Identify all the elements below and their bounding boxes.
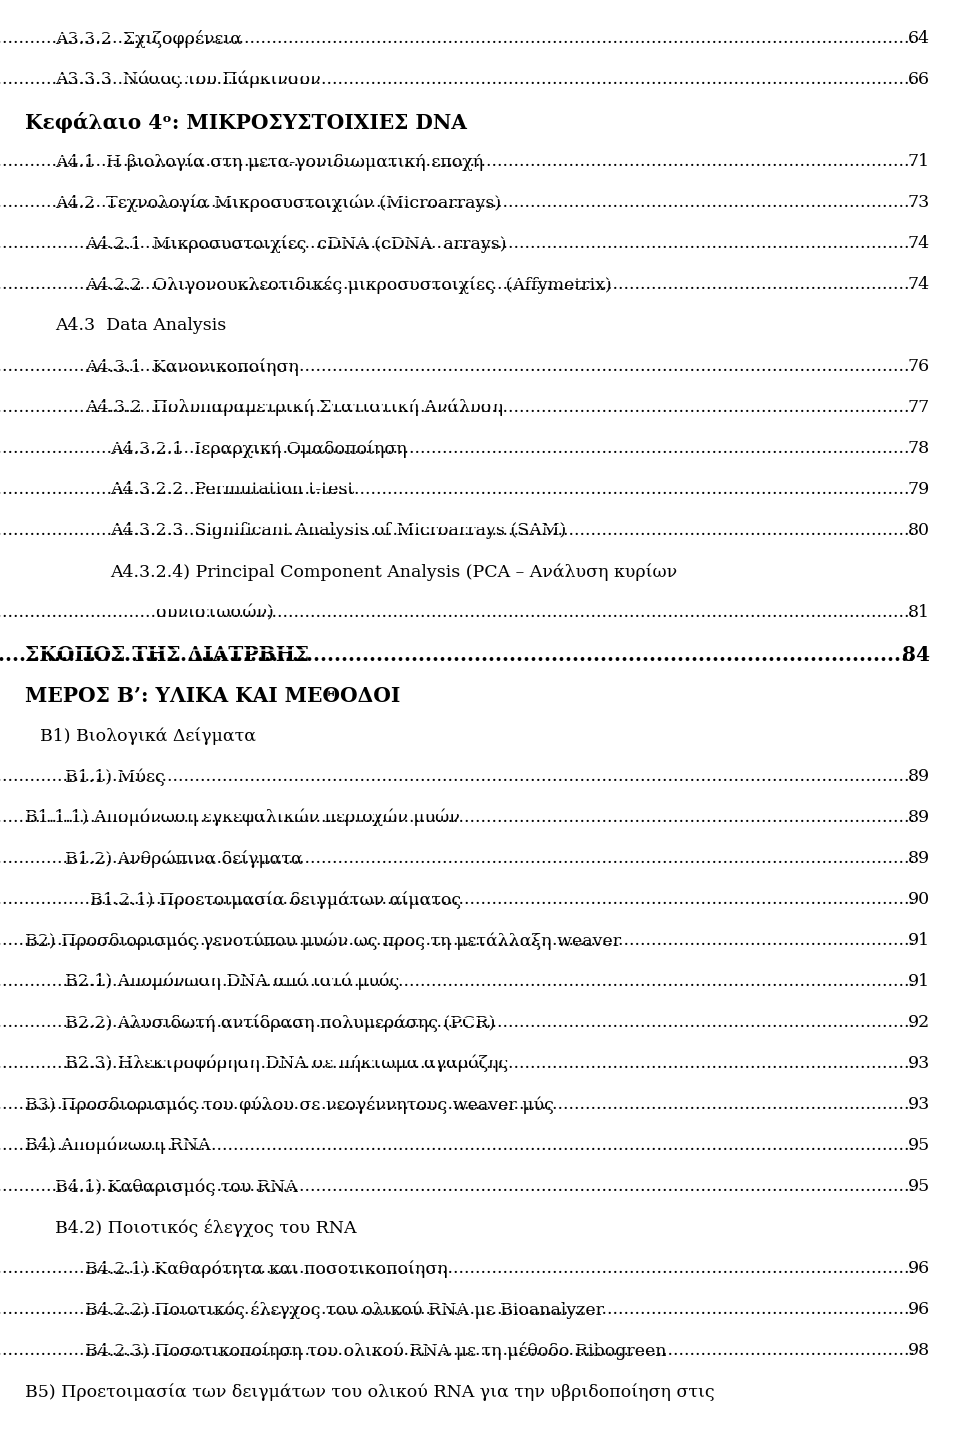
Text: ................................................................................: ........................................… <box>0 1342 915 1359</box>
Text: 92: 92 <box>908 1014 930 1031</box>
Text: A4.3.2.1  Ιεραρχική Ομαδοποίηση: A4.3.2.1 Ιεραρχική Ομαδοποίηση <box>110 440 407 458</box>
Text: B4) Απομόνωση RNA: B4) Απομόνωση RNA <box>25 1137 210 1154</box>
Text: ................................................................................: ........................................… <box>0 359 915 375</box>
Text: ................................................................................: ........................................… <box>0 1014 915 1031</box>
Text: 91: 91 <box>908 933 930 949</box>
Text: ................................................................................: ........................................… <box>0 482 915 497</box>
Text: ΣΚΟΠΟΣ ΤΗΣ ΔΙΑΤΡΒΗΣ: ΣΚΟΠΟΣ ΤΗΣ ΔΙΑΤΡΒΗΣ <box>25 645 309 665</box>
Text: B2.2) Αλυσιδωτή αντίδραση πολυμεράσης (PCR): B2.2) Αλυσιδωτή αντίδραση πολυμεράσης (P… <box>65 1014 495 1031</box>
Text: A4.3.1  Κανονικοποίηση: A4.3.1 Κανονικοποίηση <box>85 359 299 376</box>
Text: 96: 96 <box>908 1259 930 1277</box>
Text: ................................................................................: ........................................… <box>0 768 915 785</box>
Text: ................................................................................: ........................................… <box>0 1096 915 1113</box>
Text: A4.2.2  Ολιγονουκλεοτιδικές μικροσυστοιχίες  (Affymetrix): A4.2.2 Ολιγονουκλεοτιδικές μικροσυστοιχί… <box>85 276 612 294</box>
Text: A4.3  Data Analysis: A4.3 Data Analysis <box>55 317 227 334</box>
Text: ................................................................................: ........................................… <box>0 194 915 211</box>
Text: A4.3.2.4) Principal Component Analysis (PCA – Ανάλυση κυρίων: A4.3.2.4) Principal Component Analysis (… <box>110 562 677 581</box>
Text: 84: 84 <box>901 645 930 665</box>
Text: B1) Βιολογικά Δείγματα: B1) Βιολογικά Δείγματα <box>40 727 256 745</box>
Text: A4.3.2.3  Significant Analysis of Microarrays (SAM): A4.3.2.3 Significant Analysis of Microar… <box>110 522 566 539</box>
Text: ................................................................................: ........................................… <box>0 933 915 949</box>
Text: B1.2.1) Προετοιμασία δειγμάτων αίματος: B1.2.1) Προετοιμασία δειγμάτων αίματος <box>90 891 461 908</box>
Text: ................................................................................: ........................................… <box>0 808 915 826</box>
Text: 74: 74 <box>908 236 930 252</box>
Text: ................................................................................: ........................................… <box>0 604 915 620</box>
Text: B2.3) Ηλεκτροφόρηση DNA σε πήκτωμα αγαρόζης: B2.3) Ηλεκτροφόρηση DNA σε πήκτωμα αγαρό… <box>65 1056 508 1073</box>
Text: B4.2.3) Ποσοτικοποίηση του ολικού RNA με τη μέθοδο Ribogreen: B4.2.3) Ποσοτικοποίηση του ολικού RNA με… <box>85 1342 666 1361</box>
Text: ................................................................................: ........................................… <box>0 71 915 88</box>
Text: συνιστωσών): συνιστωσών) <box>155 604 274 620</box>
Text: ................................................................................: ........................................… <box>0 1301 915 1317</box>
Text: 89: 89 <box>908 768 930 785</box>
Text: A3.3.3  Νόσος του Πάρκινσον: A3.3.3 Νόσος του Πάρκινσον <box>55 71 321 88</box>
Text: 76: 76 <box>908 359 930 375</box>
Text: 93: 93 <box>908 1096 930 1113</box>
Text: Κεφάλαιο 4ᵒ: ΜΙΚΡΟΣΥΣΤΟΙΧΙΕΣ DNA: Κεφάλαιο 4ᵒ: ΜΙΚΡΟΣΥΣΤΟΙΧΙΕΣ DNA <box>25 111 467 133</box>
Text: A3.3.2  Σχιζοφρένεια: A3.3.2 Σχιζοφρένεια <box>55 30 242 48</box>
Text: A4.1  Η βιολογία στη μετα-γονιδιωματική εποχή: A4.1 Η βιολογία στη μετα-γονιδιωματική ε… <box>55 153 483 171</box>
Text: 98: 98 <box>908 1342 930 1359</box>
Text: 71: 71 <box>908 153 930 171</box>
Text: 64: 64 <box>908 30 930 48</box>
Text: B1.1) Μύες: B1.1) Μύες <box>65 768 165 785</box>
Text: ................................................................................: ........................................… <box>0 891 915 908</box>
Text: A4.2  Τεχνολογία Μικροσυστοιχιών (Microarrays): A4.2 Τεχνολογία Μικροσυστοιχιών (Microar… <box>55 194 501 211</box>
Text: A4.2.1  Μικροσυστοιχίες  cDNA (cDNA  arrays): A4.2.1 Μικροσυστοιχίες cDNA (cDNA arrays… <box>85 236 507 253</box>
Text: 89: 89 <box>908 808 930 826</box>
Text: 95: 95 <box>908 1178 930 1194</box>
Text: ................................................................................: ........................................… <box>0 153 915 171</box>
Text: ................................................................................: ........................................… <box>0 850 915 868</box>
Text: ................................................................................: ........................................… <box>0 1178 915 1194</box>
Text: ................................................................................: ........................................… <box>0 236 915 252</box>
Text: B2.1) Απομόνωση DNA από ιστό μυός: B2.1) Απομόνωση DNA από ιστό μυός <box>65 973 399 991</box>
Text: 95: 95 <box>908 1137 930 1154</box>
Text: 91: 91 <box>908 973 930 991</box>
Text: ................................................................................: ........................................… <box>0 1137 915 1154</box>
Text: ................................................................................: ........................................… <box>0 522 915 539</box>
Text: 79: 79 <box>908 482 930 497</box>
Text: ................................................................................: ........................................… <box>0 440 915 457</box>
Text: 81: 81 <box>908 604 930 620</box>
Text: 89: 89 <box>908 850 930 868</box>
Text: ΜΕΡΟΣ Β’: ΥΛΙΚΑ ΚΑΙ ΜΕΘΟΔΟΙ: ΜΕΡΟΣ Β’: ΥΛΙΚΑ ΚΑΙ ΜΕΘΟΔΟΙ <box>25 685 400 706</box>
Text: 77: 77 <box>908 399 930 416</box>
Text: 80: 80 <box>908 522 930 539</box>
Text: ................................................................................: ........................................… <box>0 973 915 991</box>
Text: ................................................................................: ........................................… <box>0 30 915 48</box>
Text: 96: 96 <box>908 1301 930 1317</box>
Text: B4.2.1) Καθαρότητα και ποσοτικοποίηση: B4.2.1) Καθαρότητα και ποσοτικοποίηση <box>85 1259 447 1278</box>
Text: 90: 90 <box>908 891 930 908</box>
Text: 74: 74 <box>908 276 930 294</box>
Text: B1.1.1) Απομόνωση εγκεφαλικών περιοχών μυών: B1.1.1) Απομόνωση εγκεφαλικών περιοχών μ… <box>25 808 460 827</box>
Text: 73: 73 <box>908 194 930 211</box>
Text: B1.2) Ανθρώπινα δείγματα: B1.2) Ανθρώπινα δείγματα <box>65 850 302 868</box>
Text: A4.3.2.2  Permutation t-test: A4.3.2.2 Permutation t-test <box>110 482 354 497</box>
Text: B4.2) Ποιοτικός έλεγχος του RNA: B4.2) Ποιοτικός έλεγχος του RNA <box>55 1219 356 1236</box>
Text: B2) Προσδιορισμός γενοτύπου μυών ως προς τη μετάλλαξη weaver: B2) Προσδιορισμός γενοτύπου μυών ως προς… <box>25 933 621 950</box>
Text: ................................................................................: ........................................… <box>0 276 915 294</box>
Text: 66: 66 <box>908 71 930 88</box>
Text: 93: 93 <box>908 1056 930 1071</box>
Text: B4.1) Καθαρισμός του RNA: B4.1) Καθαρισμός του RNA <box>55 1178 298 1196</box>
Text: B5) Προετοιμασία των δειγμάτων του ολικού RNA για την υβριδοποίηση στις: B5) Προετοιμασία των δειγμάτων του ολικο… <box>25 1382 714 1401</box>
Text: ................................................................................: ........................................… <box>0 1056 915 1071</box>
Text: A4.3.2  Πολυπαραμετρική Στατιστική Ανάλυση: A4.3.2 Πολυπαραμετρική Στατιστική Ανάλυσ… <box>85 399 503 416</box>
Text: 78: 78 <box>908 440 930 457</box>
Text: ................................................................................: ........................................… <box>0 645 915 665</box>
Text: B4.2.2) Ποιοτικός έλεγχος του ολικού RNA με Bioanalyzer: B4.2.2) Ποιοτικός έλεγχος του ολικού RNA… <box>85 1301 604 1319</box>
Text: ................................................................................: ........................................… <box>0 1259 915 1277</box>
Text: B3) Προσδιορισμός του φύλου σε νεογέννητους weaver μύς: B3) Προσδιορισμός του φύλου σε νεογέννητ… <box>25 1096 554 1113</box>
Text: ................................................................................: ........................................… <box>0 399 915 416</box>
